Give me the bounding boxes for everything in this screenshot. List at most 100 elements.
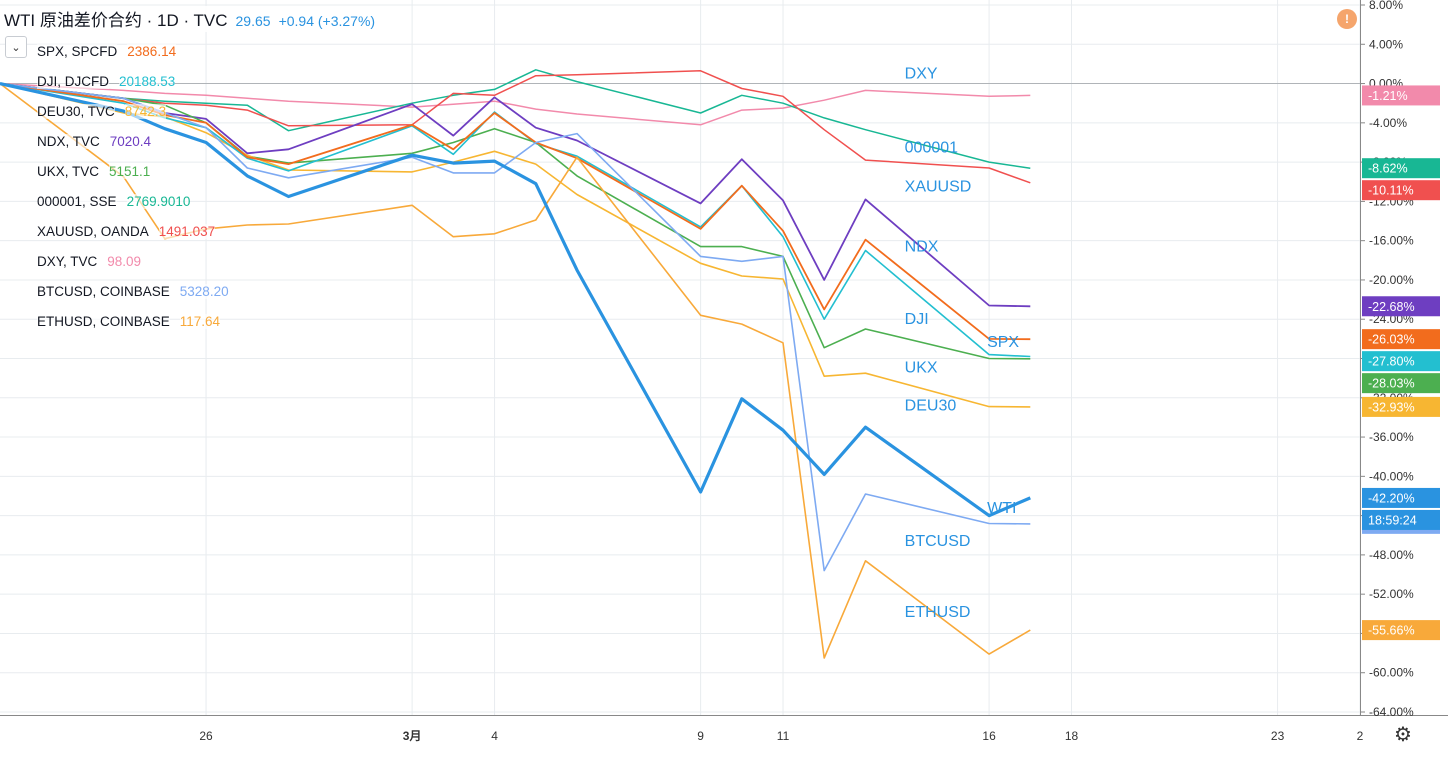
- legend-row[interactable]: NDX, TVC 7020.4: [0, 126, 229, 156]
- badge-dji: [1362, 351, 1440, 372]
- legend-value: 20188.53: [119, 73, 176, 89]
- badge-value-xauusd: -10.11%: [1368, 184, 1414, 198]
- legend-row[interactable]: DXY, TVC 98.09: [0, 246, 229, 276]
- legend-value: 98.09: [107, 253, 142, 269]
- series-label-spx: SPX: [987, 334, 1019, 351]
- series-label-dxy: DXY: [905, 66, 938, 83]
- last-price: 29.65: [235, 13, 271, 29]
- legend-symbol: XAUUSD, OANDA: [37, 223, 149, 239]
- time-badge-text: 18:59:24: [1368, 513, 1417, 527]
- x-tick-label: 2: [1357, 729, 1364, 743]
- series-label-xauusd: XAUUSD: [905, 179, 972, 196]
- legend-row[interactable]: BTCUSD, COINBASE 5328.20: [0, 276, 229, 306]
- y-tick-label: -36.00%: [1369, 430, 1414, 444]
- series-label-deu30: DEU30: [905, 398, 957, 415]
- legend-symbol: NDX, TVC: [37, 133, 100, 149]
- legend-symbol: DEU30, TVC: [37, 103, 115, 119]
- x-tick-label: 4: [491, 729, 498, 743]
- legend-value: 1491.037: [158, 223, 216, 239]
- legend-symbol: SPX, SPCFD: [37, 43, 118, 59]
- badge-value-ndx: -22.68%: [1368, 300, 1415, 314]
- series-labels: DXY 000001 XAUUSD NDX DJI SPX UKX DEU30 WTI BTCUS…: [905, 66, 1020, 621]
- badge-ukx: [1362, 373, 1440, 394]
- legend-value: 5328.20: [179, 283, 229, 299]
- legend: SPX, SPCFD 2386.14 DJI, DJCFD 20188.53 DEU30…: [0, 36, 229, 336]
- legend-symbol: 000001, SSE: [37, 193, 117, 209]
- badge-value-dxy: -1.21%: [1368, 89, 1408, 103]
- y-tick-label: -60.00%: [1369, 666, 1414, 680]
- series-line-wti[interactable]: [0, 82, 1031, 518]
- badge-value-wti: -42.20%: [1368, 491, 1415, 505]
- legend-row[interactable]: XAUUSD, OANDA 1491.037: [0, 216, 229, 246]
- alert-icon[interactable]: !: [1337, 9, 1357, 29]
- x-tick-label: 9: [697, 729, 704, 743]
- series-line-ukx[interactable]: [0, 82, 1031, 360]
- y-tick-label: -16.00%: [1369, 234, 1414, 248]
- y-tick-label: -20.00%: [1369, 273, 1414, 287]
- legend-row[interactable]: UKX, TVC 5151.1: [0, 156, 229, 186]
- series-line-dxy[interactable]: [0, 82, 1031, 126]
- legend-row[interactable]: SPX, SPCFD 2386.14: [0, 36, 229, 66]
- collapse-legend-button[interactable]: ⌄: [5, 36, 27, 58]
- y-tick-label: 4.00%: [1369, 37, 1403, 51]
- legend-row[interactable]: DEU30, TVC 8742.3: [0, 96, 229, 126]
- legend-symbol: DJI, DJCFD: [37, 73, 109, 89]
- badge-xauusd: [1362, 180, 1440, 201]
- badge-deu30: [1362, 396, 1440, 417]
- legend-value: 2769.9010: [126, 193, 191, 209]
- y-tick-label: -52.00%: [1369, 587, 1414, 601]
- series-label-ukx: UKX: [905, 359, 938, 376]
- x-tick-label: 11: [777, 729, 790, 743]
- legend-row[interactable]: ETHUSD, COINBASE 117.64: [0, 306, 229, 336]
- price-change: +0.94 (+3.27%): [278, 13, 376, 29]
- series-label-ndx: NDX: [905, 239, 939, 256]
- legend-value: 7020.4: [109, 133, 152, 149]
- series-line-000001[interactable]: [0, 69, 1031, 169]
- badge-ndx: [1362, 296, 1440, 317]
- badge-value-000001: -8.62%: [1368, 162, 1408, 176]
- legend-row[interactable]: DJI, DJCFD 20188.53: [0, 66, 229, 96]
- y-tick-label: 8.00%: [1369, 0, 1403, 12]
- badge-spx: [1362, 329, 1440, 350]
- legend-value: 5151.1: [109, 163, 151, 179]
- series-line-ndx[interactable]: [0, 82, 1031, 308]
- y-tick-label: -4.00%: [1369, 116, 1407, 130]
- legend-symbol: UKX, TVC: [37, 163, 100, 179]
- y-tick-label: -40.00%: [1369, 469, 1414, 483]
- x-tick-label: 26: [199, 729, 213, 743]
- series-lines: [0, 69, 1031, 659]
- price-axis-badges: -1.21% -8.62% -10.11% -22.68% -26.03% -27.80%…: [1362, 85, 1440, 641]
- settings-gear-icon[interactable]: ⚙: [1394, 723, 1412, 746]
- legend-symbol: ETHUSD, COINBASE: [37, 313, 170, 329]
- series-line-xauusd[interactable]: [0, 70, 1031, 184]
- legend-value: 8742.3: [124, 103, 167, 119]
- legend-symbol: BTCUSD, COINBASE: [37, 283, 170, 299]
- series-line-btcusd[interactable]: [0, 82, 1031, 572]
- x-tick-label: 23: [1271, 729, 1285, 743]
- grid: [0, 0, 1361, 715]
- time-axis[interactable]: 26 3月 4 9 11 16 18 23 2: [199, 729, 1363, 743]
- legend-value: 2386.14: [127, 43, 177, 59]
- chevron-down-icon: ⌄: [11, 41, 21, 54]
- x-tick-label: 16: [982, 729, 996, 743]
- symbol-title[interactable]: WTI 原油差价合约 · 1D · TVC: [4, 11, 228, 30]
- badge-value-dji: -27.80%: [1368, 355, 1415, 369]
- legend-row[interactable]: 000001, SSE 2769.9010: [0, 186, 229, 216]
- series-line-spx[interactable]: [0, 82, 1031, 341]
- x-tick-label: 3月: [403, 729, 422, 743]
- chart-title-bar: WTI 原油差价合约 · 1D · TVC 29.65 +0.94 (+3.27…: [0, 6, 376, 32]
- y-tick-label: -64.00%: [1369, 705, 1414, 719]
- badge-value-ethusd: -55.66%: [1368, 624, 1415, 638]
- series-label-wti: WTI: [987, 500, 1016, 517]
- badge-value-deu30: -32.93%: [1368, 400, 1415, 414]
- x-tick-label: 18: [1065, 729, 1079, 743]
- legend-value: 117.64: [179, 313, 221, 329]
- badge-dxy: [1362, 85, 1440, 106]
- legend-symbol: DXY, TVC: [37, 253, 98, 269]
- time-badge: [1362, 509, 1440, 530]
- badge-ethusd: [1362, 620, 1440, 641]
- y-tick-label: -48.00%: [1369, 548, 1414, 562]
- badge-wti: [1362, 487, 1440, 508]
- badge-000001: [1362, 158, 1440, 179]
